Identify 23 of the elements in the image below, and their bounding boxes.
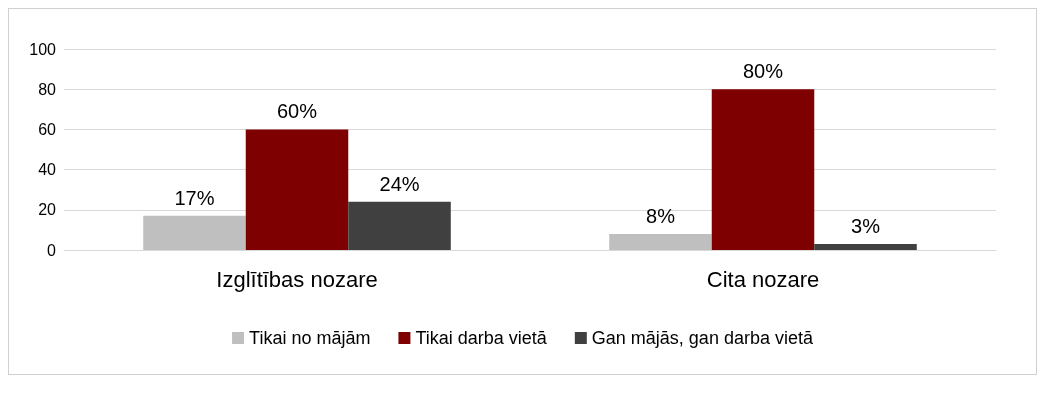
bar: [814, 243, 917, 250]
y-tick-label: 80: [38, 80, 57, 98]
data-label: 3%: [851, 214, 881, 237]
data-label: 60%: [276, 100, 318, 123]
legend-label: Gan mājās, gan darba vietā: [591, 328, 814, 348]
data-label: 8%: [646, 204, 676, 227]
bar: [711, 89, 815, 250]
y-tick-label: 60: [38, 120, 57, 138]
data-label: 24%: [379, 172, 420, 195]
legend-label: Tikai darba vietā: [415, 328, 548, 348]
data-label: 17%: [174, 186, 215, 209]
bar: [609, 233, 712, 250]
x-tick-label: Izglītības nozare: [216, 266, 378, 292]
y-tick-label: 0: [47, 241, 57, 259]
data-label: 80%: [742, 60, 784, 83]
x-tick-label: Cita nozare: [706, 266, 820, 292]
y-tick-label: 100: [29, 40, 57, 58]
y-tick-label: 40: [38, 161, 57, 179]
bar: [143, 215, 246, 250]
legend-label: Tikai no mājām: [249, 328, 371, 348]
y-tick-label: 20: [38, 201, 57, 219]
bar: [245, 129, 349, 250]
bar: [348, 201, 451, 250]
